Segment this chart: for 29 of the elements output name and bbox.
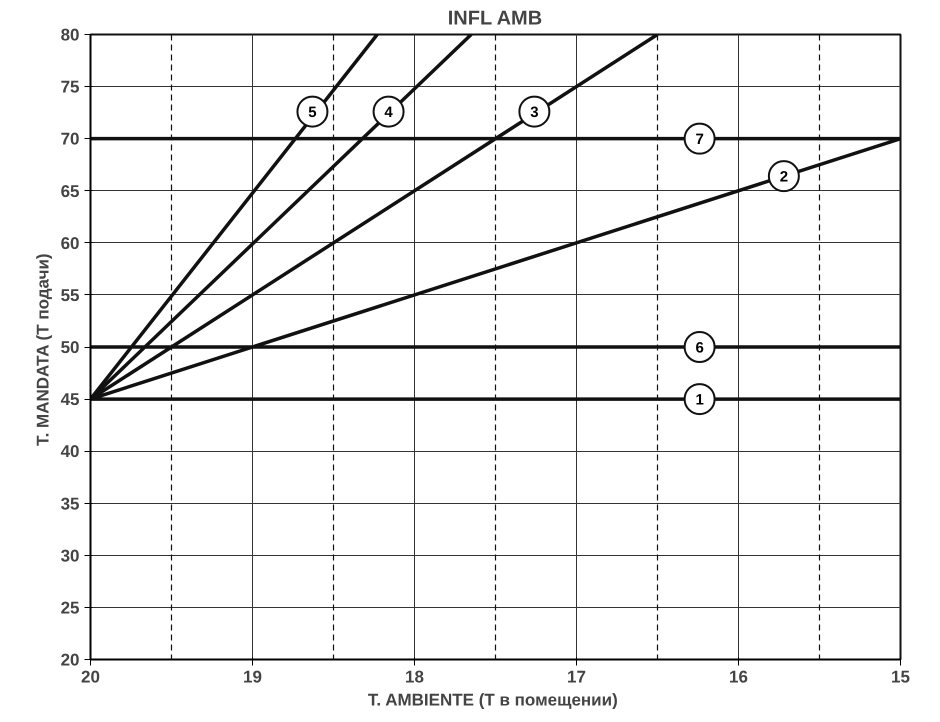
x-axis-title: T. AMBIENTE (Т в помещении) xyxy=(368,690,618,710)
x-tick-label: 18 xyxy=(405,668,424,686)
x-tick-label: 17 xyxy=(567,668,586,686)
y-axis-title: T. MANDATA (Т подачи) xyxy=(34,253,53,446)
x-tick-label: 16 xyxy=(729,668,748,686)
y-tick-label: 50 xyxy=(60,338,80,357)
x-tick-label: 19 xyxy=(243,668,262,686)
annotation: 1 xyxy=(695,392,704,409)
y-tick-label: 75 xyxy=(60,78,80,97)
chart-title: INFL AMB xyxy=(448,8,542,30)
y-tick-label: 25 xyxy=(60,598,80,618)
y-tick-label: 40 xyxy=(60,442,80,462)
x-tick-label: 15 xyxy=(891,668,910,686)
annotation: 4 xyxy=(384,104,394,122)
x-tick-label: 20 xyxy=(81,668,100,686)
y-tick-label: 30 xyxy=(60,546,80,566)
y-tick-label: 45 xyxy=(60,390,80,410)
y-tick-label: 65 xyxy=(60,182,80,201)
annotation: 5 xyxy=(308,104,317,122)
y-tick-label: 35 xyxy=(60,494,80,514)
annotation: 3 xyxy=(530,104,539,122)
y-tick-label: 20 xyxy=(60,650,80,670)
y-tick-label: 80 xyxy=(60,26,80,44)
y-tick-label: 60 xyxy=(60,234,80,253)
y-tick-label: 70 xyxy=(60,130,80,149)
annotation: 6 xyxy=(695,340,704,356)
annotation: 7 xyxy=(695,131,704,148)
annotation: 2 xyxy=(780,168,788,186)
y-tick-label: 55 xyxy=(60,286,80,305)
